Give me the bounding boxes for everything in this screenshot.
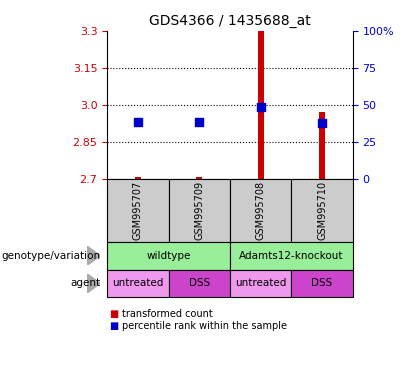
Point: [319, 120, 326, 126]
Text: ■: ■: [109, 321, 118, 331]
Text: untreated: untreated: [235, 278, 286, 288]
Text: DSS: DSS: [189, 278, 210, 288]
Polygon shape: [87, 274, 100, 293]
Polygon shape: [87, 246, 100, 265]
Text: agent: agent: [71, 278, 101, 288]
Text: GSM995708: GSM995708: [256, 181, 266, 240]
Point: [196, 119, 202, 125]
Bar: [257, 31, 264, 179]
Point: [134, 119, 141, 125]
Text: GSM995707: GSM995707: [133, 180, 143, 240]
Text: ■: ■: [109, 310, 118, 319]
Text: percentile rank within the sample: percentile rank within the sample: [122, 321, 287, 331]
Point: [257, 104, 264, 110]
Text: untreated: untreated: [112, 278, 163, 288]
Text: GSM995709: GSM995709: [194, 181, 204, 240]
Text: Adamts12-knockout: Adamts12-knockout: [239, 251, 344, 261]
Text: DSS: DSS: [312, 278, 333, 288]
Text: GSM995710: GSM995710: [317, 181, 327, 240]
Text: wildtype: wildtype: [146, 251, 191, 261]
Bar: [135, 177, 141, 179]
Bar: [319, 112, 325, 179]
Text: genotype/variation: genotype/variation: [2, 251, 101, 261]
Text: transformed count: transformed count: [122, 310, 213, 319]
Title: GDS4366 / 1435688_at: GDS4366 / 1435688_at: [149, 14, 311, 28]
Bar: [196, 177, 202, 179]
